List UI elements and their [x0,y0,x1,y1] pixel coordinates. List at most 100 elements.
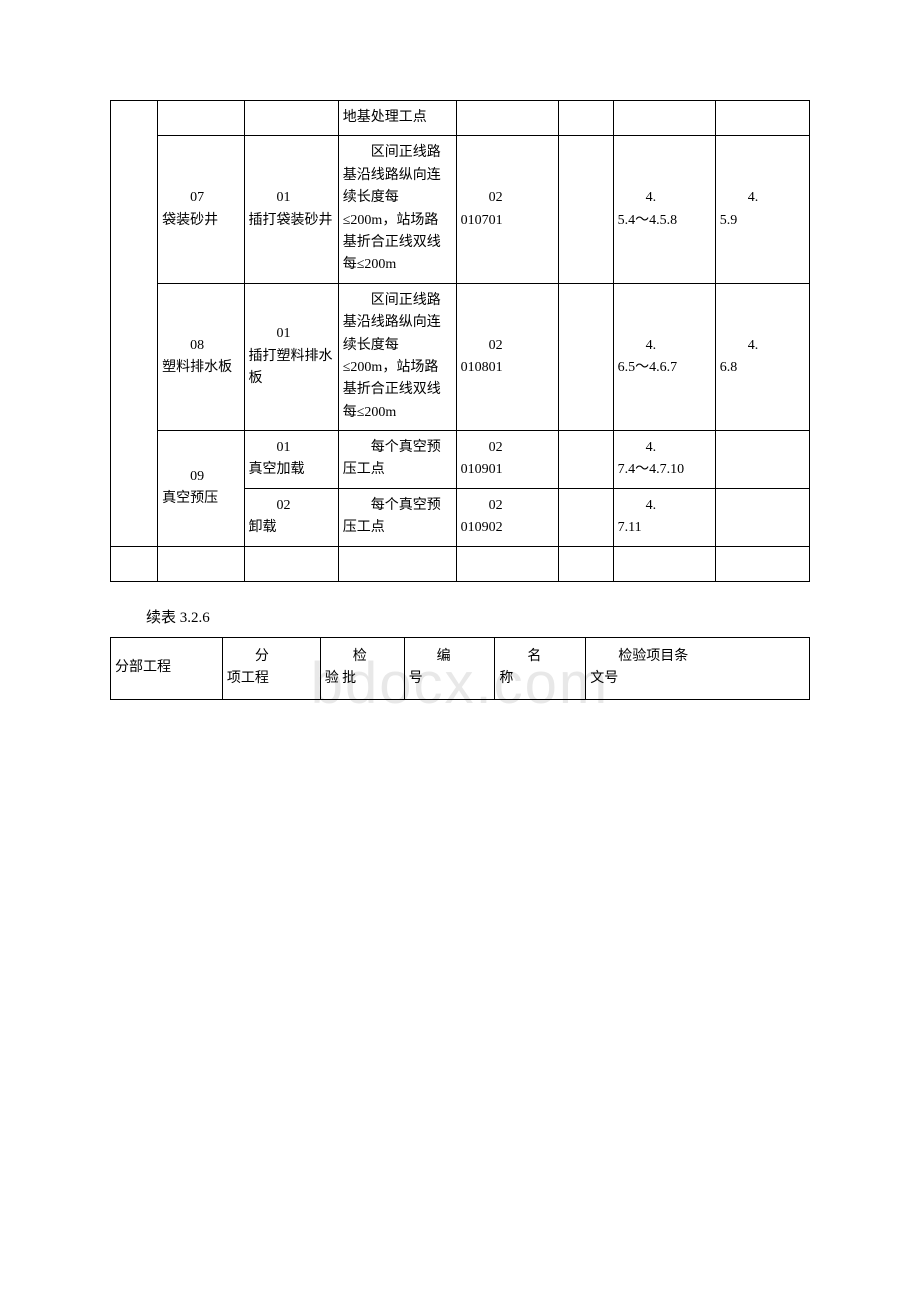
cell-text: 010902 [461,520,503,535]
cell [111,546,158,581]
cell-text: 间正线路基沿线路纵向连续长度每≤200m，站场路基折合正线双线每≤200m [343,145,441,272]
cell: 01 插打塑料排水板 [244,283,338,430]
cell [456,546,558,581]
header-cell: 编 号 [404,638,495,700]
cell: 02 卸载 [244,488,338,546]
cell-text: 文号 [590,671,618,686]
cell-text: 010801 [461,360,503,375]
cell [715,546,809,581]
header-cell: 分部工程 [111,638,223,700]
continuation-table: 分部工程 分 项工程 检 验 批 编 号 名 称 检验项目条 文号 [110,637,810,700]
cell-text: 02 [461,495,503,517]
cell [558,136,613,283]
cell-text: 项工程 [227,671,269,686]
cell-text: 5.9 [720,213,738,228]
cell-text: 区 [343,290,385,312]
cell [158,546,244,581]
table-row: 09 真空预压 01 真空加载 每个真空预压工点 02 010901 4. 7.… [111,431,810,489]
cell [158,101,244,136]
cell-text: 4. [720,335,759,357]
header-cell: 分 项工程 [222,638,320,700]
table-header-row: 分部工程 分 项工程 检 验 批 编 号 名 称 检验项目条 文号 [111,638,810,700]
main-table: 地基处理工点 07 袋装砂井 01 插打袋装砂井 区间正线路基沿线路纵向连续长度… [110,100,810,582]
cell-text: 袋装砂井 [162,213,218,228]
cell [244,546,338,581]
cell-text: 间正线路基沿线路纵向连续长度每≤200m，站场路基折合正线双线每≤200m [343,293,441,420]
cell-text: 每 [343,495,385,517]
cell [338,546,456,581]
cell-text: 010901 [461,462,503,477]
header-cell: 检验项目条 文号 [586,638,810,700]
cell [244,101,338,136]
cell: 02 010901 [456,431,558,489]
cell: 01 真空加载 [244,431,338,489]
cell: 区间正线路基沿线路纵向连续长度每≤200m，站场路基折合正线双线每≤200m [338,136,456,283]
cell: 每个真空预压工点 [338,431,456,489]
cell [558,488,613,546]
cell: 4. 7.11 [613,488,715,546]
cell-text: 010701 [461,213,503,228]
cell-text: 4. [618,335,657,357]
cell [613,546,715,581]
cell [613,101,715,136]
cell-text: 验 批 [325,671,357,686]
cell: 4. 6.8 [715,283,809,430]
cell [456,101,558,136]
cell: 09 真空预压 [158,431,244,547]
cell: 地基处理工点 [338,101,456,136]
header-cell: 检 验 批 [320,638,404,700]
cell-text: 6.8 [720,360,738,375]
cell: 01 插打袋装砂井 [244,136,338,283]
cell-text: 编 [409,646,451,668]
cell: 02 010701 [456,136,558,283]
cell-text: 检 [325,646,367,668]
cell: 4. 5.4～4.5.8 [613,136,715,283]
cell: 08 塑料排水板 [158,283,244,430]
table-row: 地基处理工点 [111,101,810,136]
cell: 02 010902 [456,488,558,546]
cell-text: 称 [499,671,513,686]
cell-text: 7.4～4.7.10 [618,462,685,477]
cell-text: 4. [618,187,657,209]
cell-text: 区 [343,142,385,164]
cell [558,546,613,581]
cell-text: 真空预压 [162,491,218,506]
cell [558,101,613,136]
cell-text: 02 [249,495,291,517]
cell-text: 4. [618,437,657,459]
cell-text: 分 [227,646,269,668]
cell: 4. 6.5～4.6.7 [613,283,715,430]
cell-text: 01 [249,323,291,345]
cell-text: 插打塑料排水板 [249,349,333,386]
cell-text: 7.11 [618,520,642,535]
cell [715,431,809,489]
cell-text: 卸载 [249,520,277,535]
cell-text: 01 [249,187,291,209]
cell-text: 名 [499,646,541,668]
cell: 区间正线路基沿线路纵向连续长度每≤200m，站场路基折合正线双线每≤200m [338,283,456,430]
cell-text: 02 [461,187,503,209]
table-row: 08 塑料排水板 01 插打塑料排水板 区间正线路基沿线路纵向连续长度每≤200… [111,283,810,430]
cell [715,488,809,546]
cell-text: 号 [409,671,423,686]
cell: 4. 5.9 [715,136,809,283]
cell-text: 6.5～4.6.7 [618,360,678,375]
cell-text: 5.4～4.5.8 [618,213,678,228]
cell: 每个真空预压工点 [338,488,456,546]
cell-text: 01 [249,437,291,459]
table-caption: 续表 3.2.6 [146,606,810,627]
cell: 07 袋装砂井 [158,136,244,283]
cell-text: 真空加载 [249,462,305,477]
header-cell: 名 称 [495,638,586,700]
cell-text: 检验项目条 [590,646,688,668]
cell-text: 每 [343,437,385,459]
cell-text: 4. [720,187,759,209]
cell-text: 08 [162,335,204,357]
cell-text: 02 [461,335,503,357]
cell: 4. 7.4～4.7.10 [613,431,715,489]
cell-text: 07 [162,187,204,209]
cell [558,283,613,430]
cell-blank [111,101,158,547]
table-row [111,546,810,581]
cell-text: 插打袋装砂井 [249,213,333,228]
